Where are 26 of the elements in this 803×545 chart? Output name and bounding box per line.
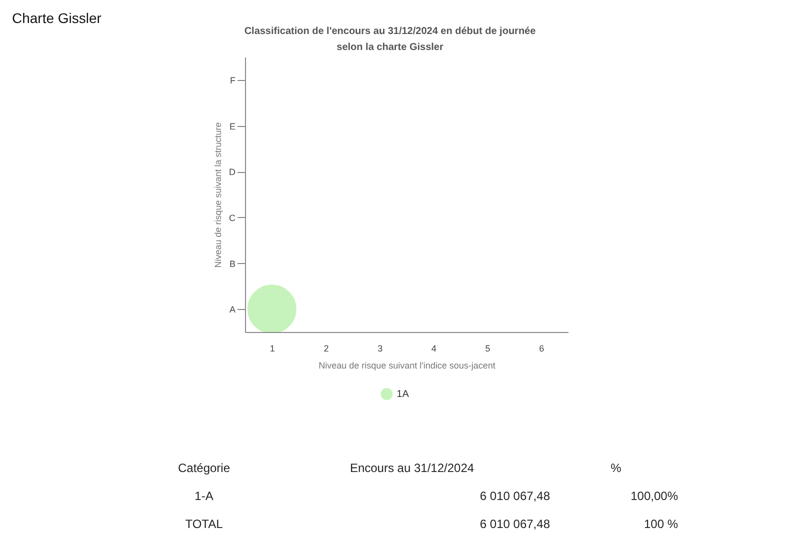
y-tick-label: A xyxy=(229,304,236,315)
y-tick-label: D xyxy=(229,167,236,178)
x-tick-label: 6 xyxy=(539,344,544,354)
text: 100,00% xyxy=(630,489,678,503)
x-tick-label: 4 xyxy=(431,344,436,354)
x-tick-label: 2 xyxy=(324,344,329,354)
text: 6 010 067,48 xyxy=(480,517,550,531)
text: Charte Gissler xyxy=(12,10,102,26)
chart-title: Classification de l'encours au 31/12/2024 en début de journée selon la charte Gissler xyxy=(244,26,536,53)
text: 100 % xyxy=(644,517,678,531)
x-tick-label: 3 xyxy=(378,344,383,354)
x-axis-title: Niveau de risque suivant l'indice sous-jacent xyxy=(318,360,496,370)
y-tick-label: B xyxy=(229,258,236,269)
text: Encours au 31/12/2024 xyxy=(350,461,474,475)
x-tick-label: 1 xyxy=(270,344,275,354)
y-tick-label: C xyxy=(229,212,236,223)
text: 6 010 067,48 xyxy=(480,489,550,503)
y-axis-title: Niveau de risque suivant la structure xyxy=(213,122,223,268)
text: TOTAL xyxy=(185,517,224,531)
text: Catégorie xyxy=(178,461,230,475)
x-tick-label: 5 xyxy=(485,344,490,354)
text: 1-A xyxy=(194,489,214,503)
y-tick-label: E xyxy=(229,121,236,132)
y-tick-label: F xyxy=(230,75,236,86)
text: % xyxy=(610,461,622,475)
legend-label: 1A xyxy=(396,389,410,400)
